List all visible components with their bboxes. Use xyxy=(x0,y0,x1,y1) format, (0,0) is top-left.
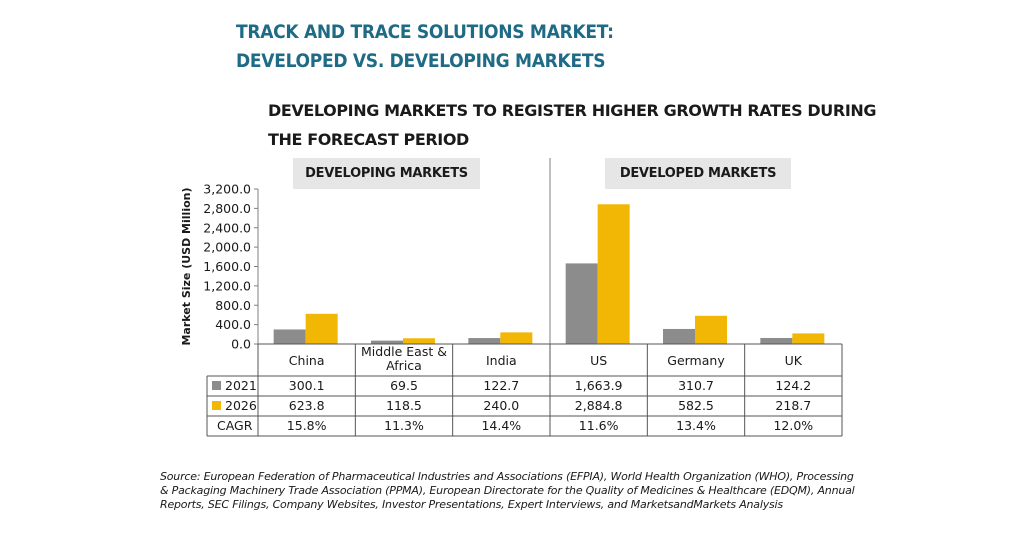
cagr-value: 14.4% xyxy=(481,418,521,433)
y-tick-label: 1,600.0 xyxy=(203,259,251,274)
category-label: Africa xyxy=(386,358,422,373)
bar-2021-china xyxy=(273,329,306,344)
bar-2021-middle-east-africa xyxy=(371,340,403,344)
data-label: 582.5 xyxy=(678,398,714,413)
cagr-value: 11.3% xyxy=(384,418,424,433)
data-label: 122.7 xyxy=(483,378,519,393)
title-line-2: DEVELOPED VS. DEVELOPING MARKETS xyxy=(236,50,606,72)
y-axis-label: Market Size (USD Million) xyxy=(180,187,193,345)
category-label: India xyxy=(486,353,517,368)
bar-2021-germany xyxy=(663,328,695,344)
chart-title: TRACK AND TRACE SOLUTIONS MARKET: DEVELO… xyxy=(236,18,836,76)
legend-swatch-2026 xyxy=(212,401,221,410)
category-label: China xyxy=(289,353,325,368)
data-label: 1,663.9 xyxy=(575,378,623,393)
cagr-value: 13.4% xyxy=(676,418,716,433)
y-tick-label: 800.0 xyxy=(215,298,251,313)
bar-2026-uk xyxy=(792,333,825,344)
bar-2026-us xyxy=(597,204,630,344)
data-label: 310.7 xyxy=(678,378,714,393)
cagr-value: 11.6% xyxy=(579,418,619,433)
y-tick-label: 2,800.0 xyxy=(203,201,251,216)
y-tick-label: 2,400.0 xyxy=(203,220,251,235)
data-label: 623.8 xyxy=(289,398,325,413)
category-label: Germany xyxy=(667,353,725,368)
category-label: Middle East & xyxy=(361,344,447,359)
data-label: 2,884.8 xyxy=(575,398,623,413)
data-label: 240.0 xyxy=(483,398,519,413)
data-label: 69.5 xyxy=(390,378,418,393)
legend-label-2021: 2021 xyxy=(225,378,257,393)
legend-label-2026: 2026 xyxy=(225,398,257,413)
bar-2026-india xyxy=(500,332,533,344)
chart-subtitle: DEVELOPING MARKETS TO REGISTER HIGHER GR… xyxy=(268,96,877,154)
category-label: US xyxy=(590,353,607,368)
y-tick-label: 0.0 xyxy=(231,337,251,352)
source-note: Source: European Federation of Pharmaceu… xyxy=(160,470,855,511)
bar-2026-china xyxy=(305,313,338,344)
bar-2026-germany xyxy=(695,315,727,344)
row-label-cagr: CAGR xyxy=(217,418,253,433)
data-label: 118.5 xyxy=(386,398,422,413)
group-label-developed: DEVELOPED MARKETS xyxy=(605,158,791,189)
subtitle-line-1: DEVELOPING MARKETS TO REGISTER HIGHER GR… xyxy=(268,101,877,120)
legend-swatch-2021 xyxy=(212,381,221,390)
cagr-value: 15.8% xyxy=(287,418,327,433)
y-tick-label: 2,000.0 xyxy=(203,240,251,255)
data-label: 300.1 xyxy=(289,378,325,393)
y-tick-label: 1,200.0 xyxy=(203,278,251,293)
y-tick-label: 3,200.0 xyxy=(203,182,251,197)
subtitle-line-2: THE FORECAST PERIOD xyxy=(268,130,469,149)
y-tick-label: 400.0 xyxy=(215,317,251,332)
title-line-1: TRACK AND TRACE SOLUTIONS MARKET: xyxy=(236,21,614,43)
category-label: UK xyxy=(785,353,803,368)
group-label-developing: DEVELOPING MARKETS xyxy=(293,158,480,189)
bar-2021-uk xyxy=(760,337,793,344)
cagr-value: 12.0% xyxy=(773,418,813,433)
bar-2021-india xyxy=(468,338,501,344)
data-label: 218.7 xyxy=(775,398,811,413)
data-label: 124.2 xyxy=(775,378,811,393)
bar-2021-us xyxy=(565,263,598,344)
bar-2026-middle-east-africa xyxy=(403,338,435,344)
